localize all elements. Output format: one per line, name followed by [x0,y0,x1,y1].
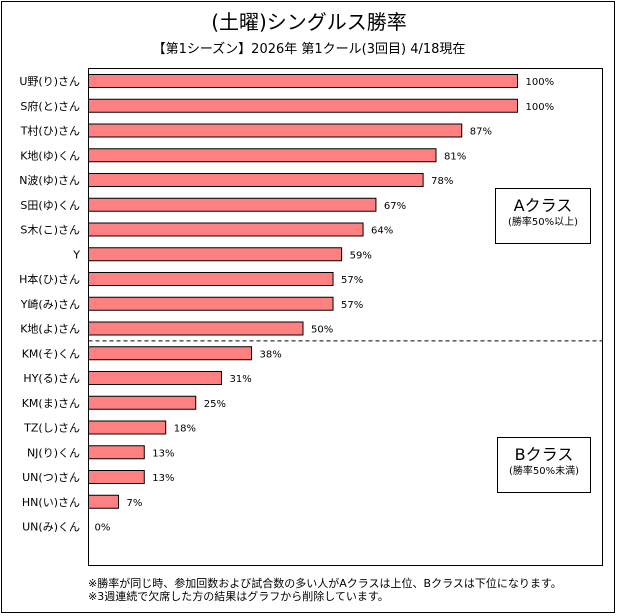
category-label: KM(ま)さん [22,397,80,410]
category-label: K地(よ)さん [20,323,80,336]
footnote: ※3週連続で欠席した方の結果はグラフから削除しています。 [88,590,389,603]
data-label: 59% [350,250,372,261]
bar [88,470,145,484]
data-label: 7% [127,498,143,509]
data-label: 13% [152,448,174,459]
category-label: NJ(り)くん [27,446,80,459]
category-label: TZ(し)さん [23,422,80,435]
a-class-note: (勝率50%以上) [507,217,579,228]
data-label: 78% [431,176,453,187]
bar [88,247,343,262]
category-label: UN(み)くん [22,521,80,534]
data-label: 81% [444,151,466,162]
bar [88,296,334,311]
bar [88,420,167,435]
footnote: ※勝率が同じ時、参加回数および試合数の多い人がAクラスは上位、Bクラスは下位にな… [88,577,562,590]
bar [88,173,424,187]
bar [88,197,377,212]
data-label: 87% [470,127,492,138]
data-label: 67% [384,201,406,212]
category-label: K地(ゆ)くん [20,149,80,162]
category-label: S府(と)さん [20,99,80,113]
data-label: 64% [371,226,393,237]
category-label: H本(ひ)さん [19,272,80,286]
data-label: 25% [204,399,226,410]
category-label: S木(こ)さん [20,224,80,237]
data-label: 38% [260,349,282,360]
footnotes: ※勝率が同じ時、参加回数および試合数の多い人がAクラスは上位、Bクラスは下位にな… [88,577,562,603]
b-class-annotation: Bクラス (勝率50%未満) [497,437,591,493]
category-label: Y [72,248,80,261]
b-class-note: (勝率50%未満) [508,466,580,477]
category-label: Y崎(み)さん [20,297,80,311]
category-label: HN(い)さん [22,496,80,509]
data-label: 31% [229,374,251,385]
bar [88,346,253,361]
data-label: 57% [341,275,363,286]
bar [88,371,222,385]
bar [88,494,120,509]
category-label: HY(る)さん [23,372,80,385]
data-label: 57% [341,300,363,311]
data-label: 0% [95,523,111,534]
bar [88,148,437,163]
category-label: U野(り)さん [19,75,80,88]
bar [88,98,518,113]
chart-subtitle: 【第1シーズン】2026年 第1クール(3回目) 4/18現在 [152,42,466,57]
bar [88,222,364,237]
data-label: 100% [526,77,555,88]
bar [88,445,145,460]
bar [88,395,197,410]
bar [88,74,518,88]
data-label: 13% [152,473,174,484]
bar [88,123,463,138]
data-label: 50% [311,325,333,336]
category-label: N波(ゆ)さん [19,174,80,187]
b-class-title: Bクラス [514,445,574,464]
data-label: 100% [526,102,555,113]
category-label: T村(ひ)さん [20,124,80,138]
a-class-annotation: Aクラス (勝率50%以上) [495,188,591,244]
bar [88,272,334,286]
category-label: S田(ゆ)くん [20,199,80,212]
data-label: 18% [174,424,196,435]
category-label: UN(つ)さん [22,471,80,484]
chart-title: (土曜)シングルス勝率 [211,10,407,34]
category-label: KM(そ)くん [22,347,80,360]
bar [88,321,304,336]
a-class-title: Aクラス [513,196,573,215]
